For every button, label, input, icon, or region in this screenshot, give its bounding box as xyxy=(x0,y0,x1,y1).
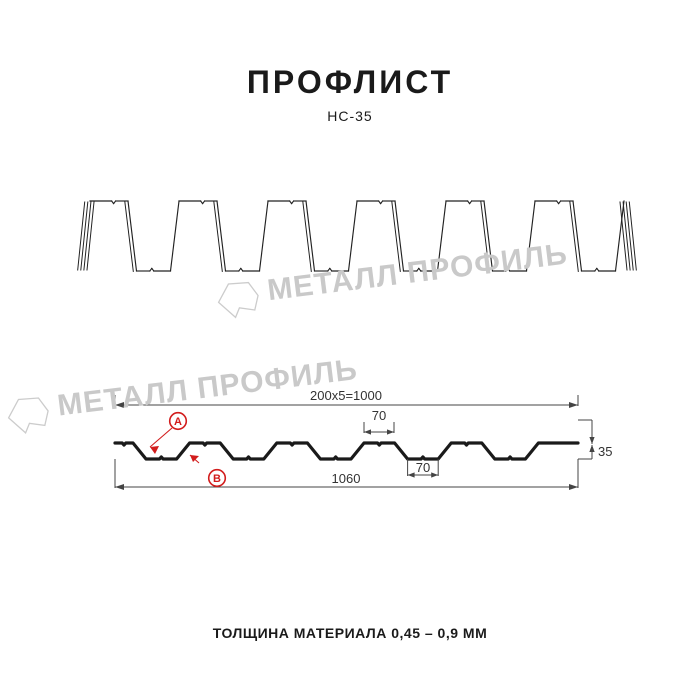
svg-text:1060: 1060 xyxy=(332,471,361,486)
svg-text:МЕТАЛЛ ПРОФИЛЬ: МЕТАЛЛ ПРОФИЛЬ xyxy=(56,353,360,423)
svg-text:70: 70 xyxy=(416,460,430,475)
svg-text:35: 35 xyxy=(598,444,612,459)
svg-text:A: A xyxy=(174,416,182,428)
svg-text:70: 70 xyxy=(372,408,386,423)
svg-text:B: B xyxy=(213,473,221,485)
